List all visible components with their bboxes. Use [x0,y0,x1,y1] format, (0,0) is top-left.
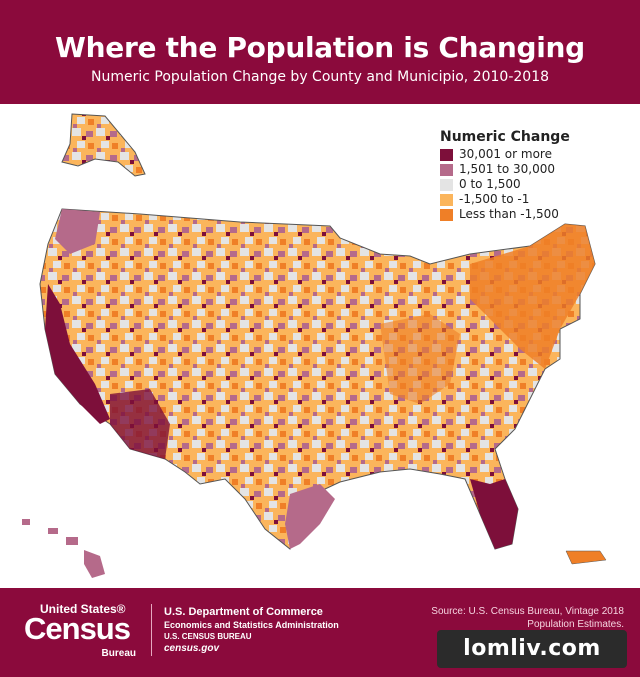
agency-info: U.S. Department of Commerce Economics an… [164,605,339,656]
map-title: Where the Population is Changing [55,31,585,64]
legend-label: 30,001 or more [459,147,552,161]
texas-growth-region [285,484,335,549]
southwest-growth [110,389,170,459]
logo-bottom-text: Bureau [101,648,136,659]
pacific-northwest-growth [55,209,100,254]
logo-top-text: United States® [40,602,126,616]
logo-main-text: Census [24,611,131,646]
map-legend: Numeric Change 30,001 or more 1,501 to 3… [440,128,620,222]
map-subtitle: Numeric Population Change by County and … [90,69,550,85]
agency-line-census: U.S. CENSUS BUREAU [164,632,252,641]
legend-item-0-to-1500: 0 to 1,500 [440,177,620,192]
legend-label: 0 to 1,500 [459,177,521,191]
map-svg [22,113,607,578]
hawaii-island-2 [48,528,58,534]
legend-swatch [440,208,453,221]
legend-swatch [440,193,453,206]
agency-line-esa: Economics and Statistics Administration [164,620,339,630]
midwest-decline-region [380,314,460,404]
source-line-1: Source: U.S. Census Bureau, Vintage 2018 [431,606,624,617]
watermark: lomliv.com [437,630,627,668]
northeast-decline-region [470,224,595,369]
footer-divider [151,604,152,656]
legend-label: 1,501 to 30,000 [459,162,556,176]
hawaii-island-3 [66,537,78,545]
legend-item-negative-1500-to-negative-1: -1,500 to -1 [440,192,620,207]
source-note: Source: U.S. Census Bureau, Vintage 2018… [431,605,624,631]
florida-growth-region [470,479,518,549]
footer-banner: United States® Census Bureau U.S. Depart… [0,588,640,677]
hawaii-island-1 [22,519,30,525]
us-county-map [0,104,640,588]
source-line-2: Population Estimates. [527,619,624,630]
legend-title: Numeric Change [440,129,570,145]
legend-swatch [440,163,453,176]
census-bureau-logo: United States® Census Bureau [24,602,142,662]
legend-item-30001-or-more: 30,001 or more [440,147,620,162]
puerto-rico-shape [565,550,607,565]
california-growth-region [45,284,110,424]
alaska-shape [61,113,146,177]
legend-item-less-than-negative-1500: Less than -1,500 [440,207,620,222]
legend-swatch [440,148,453,161]
legend-item-1501-to-30000: 1,501 to 30,000 [440,162,620,177]
legend-label: -1,500 to -1 [459,192,530,206]
census-gov-link[interactable]: census.gov [164,643,220,654]
legend-label: Less than -1,500 [459,207,559,221]
hawaii-island-4 [84,550,105,578]
legend-swatch [440,178,453,191]
agency-line-commerce: U.S. Department of Commerce [164,606,323,618]
header-banner: Where the Population is Changing Numeric… [0,0,640,104]
